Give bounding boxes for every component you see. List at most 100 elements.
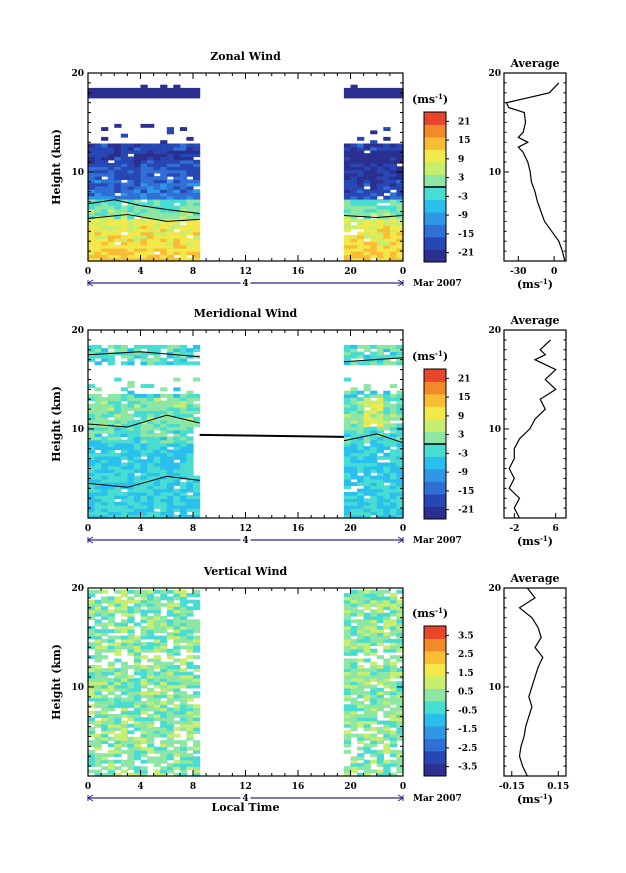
heatmap-cell xyxy=(396,215,404,220)
heatmap-cell xyxy=(153,199,161,203)
heatmap-cell xyxy=(147,599,155,604)
heatmap-cell xyxy=(186,166,194,171)
heatmap-cell xyxy=(120,199,128,203)
heatmap-cell xyxy=(396,172,404,177)
heatmap-cell xyxy=(140,717,148,722)
heatmap-cell xyxy=(350,195,358,200)
heatmap-cell xyxy=(383,749,391,754)
heatmap-cell xyxy=(363,153,371,158)
heatmap-cell xyxy=(173,400,181,405)
heatmap-cell xyxy=(114,234,122,239)
heatmap-cell xyxy=(363,612,371,617)
heatmap-cell xyxy=(370,456,378,460)
heatmap-cell xyxy=(350,351,358,356)
x-tick-label: 16 xyxy=(292,782,305,792)
heatmap-cell xyxy=(376,498,384,503)
heatmap-cell xyxy=(389,257,398,262)
heatmap-cell xyxy=(343,172,352,177)
heatmap-cell xyxy=(370,130,378,135)
heatmap-cell xyxy=(363,348,371,353)
heatmap-cell xyxy=(363,514,371,519)
heatmap-cell xyxy=(114,215,122,220)
heatmap-cell xyxy=(114,94,122,99)
heatmap-cell xyxy=(363,635,371,640)
heatmap-cell xyxy=(160,707,168,712)
heatmap-cell xyxy=(357,635,365,640)
heatmap-cell xyxy=(94,179,102,184)
heatmap-cell xyxy=(114,602,122,607)
heatmap-cell xyxy=(173,704,181,709)
heatmap-cell xyxy=(370,475,378,480)
heatmap-cell xyxy=(107,478,115,483)
colorbar-swatch xyxy=(424,494,446,507)
heatmap-cell xyxy=(343,400,352,405)
heatmap-cell xyxy=(153,472,161,477)
heatmap-cell xyxy=(101,146,109,151)
heatmap-cell xyxy=(376,397,384,402)
heatmap-cell xyxy=(363,172,371,177)
heatmap-cell xyxy=(193,629,201,633)
heatmap-cell xyxy=(396,511,404,516)
heatmap-cell xyxy=(389,354,398,359)
heatmap-cell xyxy=(166,212,174,216)
heatmap-cell xyxy=(140,508,148,513)
heatmap-cell xyxy=(127,192,135,197)
heatmap-cell xyxy=(147,589,155,594)
heatmap-cell xyxy=(186,449,194,454)
heatmap-cell xyxy=(396,225,404,229)
heatmap-cell xyxy=(363,723,371,728)
heatmap-cell xyxy=(140,426,148,431)
heatmap-cell xyxy=(173,609,181,614)
heatmap-cell xyxy=(389,384,398,388)
heatmap-cell xyxy=(94,348,102,353)
heatmap-cell xyxy=(396,697,404,702)
heatmap-cell xyxy=(114,91,122,96)
heatmap-cell xyxy=(88,192,96,197)
heatmap-cell xyxy=(153,452,161,457)
heatmap-cell xyxy=(94,697,102,702)
heatmap-cell xyxy=(179,465,188,470)
heatmap-cell xyxy=(101,212,109,216)
heatmap-cell xyxy=(153,629,161,633)
colorbar-tick-label: -15 xyxy=(458,230,474,240)
heatmap-cell xyxy=(88,94,96,99)
heatmap-cell xyxy=(370,674,378,679)
heatmap-cell xyxy=(179,717,188,722)
heatmap-cell xyxy=(88,225,96,229)
heatmap-cell xyxy=(107,166,115,171)
heatmap-cell xyxy=(179,208,188,213)
heatmap-cell xyxy=(140,678,148,682)
heatmap-cell xyxy=(179,602,188,607)
heatmap-cell xyxy=(383,710,391,715)
heatmap-cell xyxy=(173,403,181,408)
heatmap-cell xyxy=(363,189,371,194)
heatmap-cell xyxy=(173,691,181,695)
heatmap-cell xyxy=(153,482,161,486)
heatmap-cell xyxy=(127,354,135,359)
heatmap-cell xyxy=(389,150,398,154)
heatmap-cell xyxy=(376,596,384,601)
heatmap-cell xyxy=(147,238,155,242)
heatmap-cell xyxy=(376,687,384,692)
heatmap-cell xyxy=(127,638,135,643)
heatmap-cell xyxy=(101,426,109,431)
heatmap-cell xyxy=(350,182,358,187)
heatmap-cell xyxy=(107,426,115,431)
heatmap-cell xyxy=(343,678,352,682)
heatmap-cell xyxy=(363,501,371,506)
heatmap-cell xyxy=(133,439,142,444)
heatmap-cell xyxy=(193,231,201,236)
heatmap-cell xyxy=(193,599,201,604)
heatmap-cell xyxy=(173,446,181,451)
heatmap-cell xyxy=(383,504,391,509)
heatmap-cell xyxy=(363,208,371,213)
heatmap-cell xyxy=(140,498,148,503)
heatmap-cell xyxy=(357,609,365,614)
heatmap-cell xyxy=(363,231,371,236)
heatmap-cell xyxy=(193,723,201,728)
heatmap-cell xyxy=(193,159,201,164)
heatmap-cell xyxy=(133,462,142,467)
heatmap-cell xyxy=(120,671,128,676)
heatmap-cell xyxy=(343,91,352,96)
